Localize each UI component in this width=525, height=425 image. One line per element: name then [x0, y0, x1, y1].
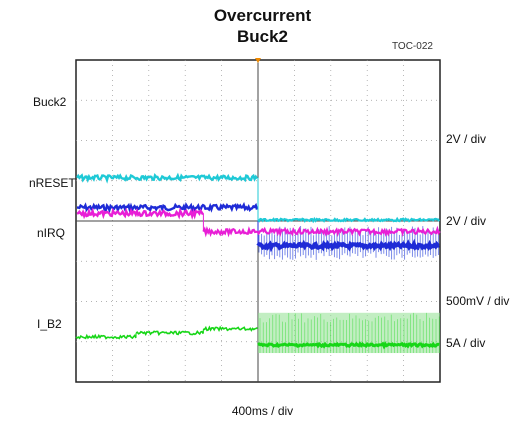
channel-label-nirq: nIRQ — [37, 226, 66, 240]
chart-subtitle: Buck2 — [236, 27, 289, 46]
trace-i-b2-step — [203, 325, 258, 333]
scale-label-nirq: 500mV / div — [446, 294, 510, 308]
channel-label-ib2: I_B2 — [37, 317, 62, 331]
x-axis-label: 400ms / div — [231, 404, 294, 418]
trace-buck2-after — [256, 238, 440, 253]
trigger-marker — [255, 58, 261, 63]
trace-nreset-after — [257, 216, 441, 224]
trace-i-b2-floor — [257, 340, 440, 350]
chart-title: Overcurrent — [213, 6, 312, 25]
figure-code: TOC-022 — [392, 41, 433, 52]
trace-nirq-after — [202, 225, 441, 238]
channel-label-nreset: nRESET — [29, 176, 76, 190]
scale-label-nreset: 2V / div — [446, 214, 487, 228]
trace-nirq-before — [76, 207, 205, 221]
traces — [75, 172, 441, 354]
trace-i-b2-step — [135, 329, 205, 337]
trace-nreset-before — [76, 172, 258, 184]
scale-label-ib2: 5A / div — [446, 336, 486, 350]
channel-label-buck2: Buck2 — [33, 95, 67, 109]
trace-i-b2-step — [75, 333, 137, 340]
trace-buck2-before — [77, 201, 259, 215]
scale-label-buck2: 2V / div — [446, 132, 487, 146]
